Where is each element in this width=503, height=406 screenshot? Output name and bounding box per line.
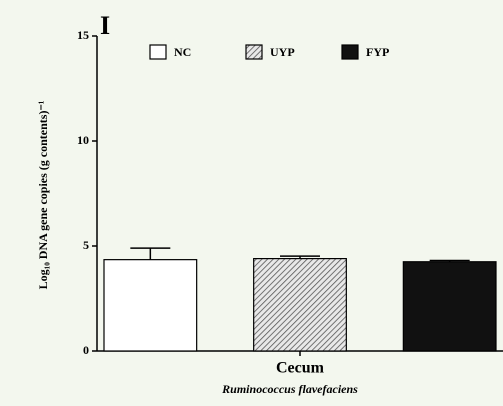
subtitle: Ruminococcus flavefaciens	[221, 382, 358, 396]
y-axis-label: Log₁₀ DNA gene copies (g contents)⁻¹	[36, 100, 50, 289]
legend-swatch	[149, 44, 167, 60]
legend-swatch	[245, 44, 263, 60]
y-tick-label: 10	[77, 133, 89, 147]
bar	[103, 259, 198, 352]
legend-label: UYP	[270, 45, 295, 59]
legend-label: FYP	[366, 45, 389, 59]
x-tick-label: Cecum	[276, 360, 325, 377]
y-tick-label: 5	[83, 238, 89, 252]
panel-label: I	[100, 11, 110, 40]
bar	[402, 261, 497, 352]
bar	[253, 258, 347, 352]
y-tick-label: 0	[83, 343, 89, 357]
y-tick-label: 15	[77, 28, 89, 42]
legend-swatch	[341, 44, 359, 60]
legend-label: NC	[174, 45, 191, 59]
